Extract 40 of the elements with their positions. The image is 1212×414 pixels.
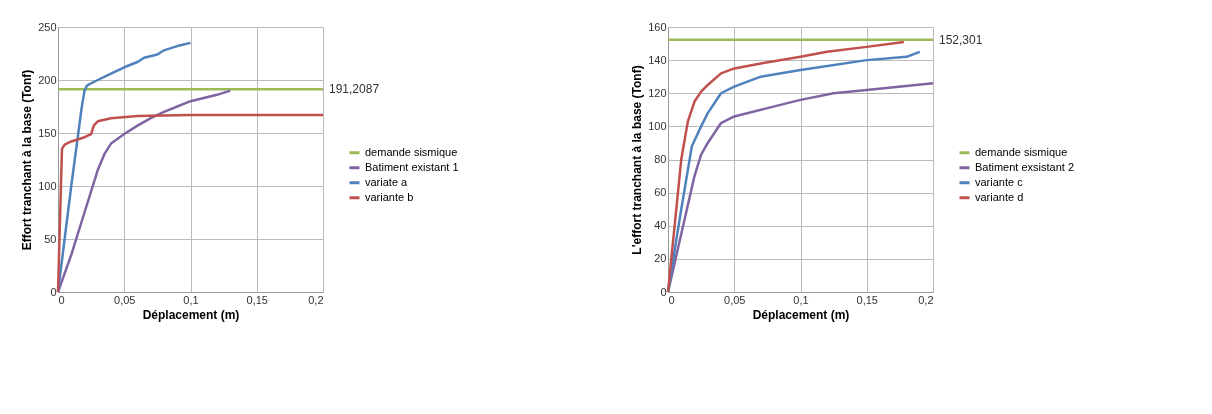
legend-label: Batiment existant 1 [365, 160, 459, 173]
y-tick-label: 100 [648, 119, 667, 132]
y-tick-label: 20 [654, 252, 667, 265]
legend-label: variate a [365, 175, 409, 188]
x-tick-label: 0,15 [246, 293, 268, 306]
legend-label: variante c [975, 175, 1024, 188]
y-tick-label: 0 [660, 285, 667, 298]
y-axis-title: L'effort tranchant à la base (Tonf) [630, 65, 645, 255]
y-tick-label: 0 [50, 285, 57, 298]
line-series [56, 89, 232, 294]
x-tick-label: 0,05 [114, 293, 136, 306]
y-tick-label: 80 [654, 153, 667, 165]
y-tick-label: 250 [38, 20, 57, 33]
legend-label: variante b [365, 190, 414, 203]
y-tick-label: 100 [38, 179, 57, 192]
y-tick-label: 200 [38, 73, 57, 86]
x-axis-title: Déplacement (m) [752, 307, 850, 322]
x-tick-label: 0 [668, 293, 675, 306]
x-axis-title: Déplacement (m) [142, 307, 240, 322]
y-tick-label: 160 [648, 20, 667, 33]
legend-label: demande sismique [365, 145, 458, 158]
y-tick-label: 120 [648, 86, 667, 99]
legend-label: demande sismique [975, 145, 1068, 158]
y-tick-label: 50 [44, 232, 57, 245]
legend-label: Batiment exsistant 2 [975, 160, 1075, 173]
x-tick-label: 0,05 [724, 293, 746, 306]
x-tick-label: 0,2 [308, 293, 324, 306]
x-tick-label: 0,1 [183, 293, 199, 306]
y-tick-label: 140 [648, 53, 667, 66]
y-axis-title: Effort tranchant à la base (Tonf) [20, 69, 35, 251]
y-tick-label: 60 [654, 186, 667, 199]
y-tick-label: 150 [38, 126, 57, 139]
x-tick-label: 0 [58, 293, 65, 306]
x-tick-label: 0,15 [856, 293, 878, 306]
text: 152,301 [939, 32, 983, 47]
text: 191,2087 [329, 82, 380, 97]
x-tick-label: 0,2 [918, 293, 934, 306]
y-tick-label: 40 [654, 219, 667, 232]
x-tick-label: 0,1 [793, 293, 809, 306]
legend-label: variante d [975, 190, 1024, 203]
